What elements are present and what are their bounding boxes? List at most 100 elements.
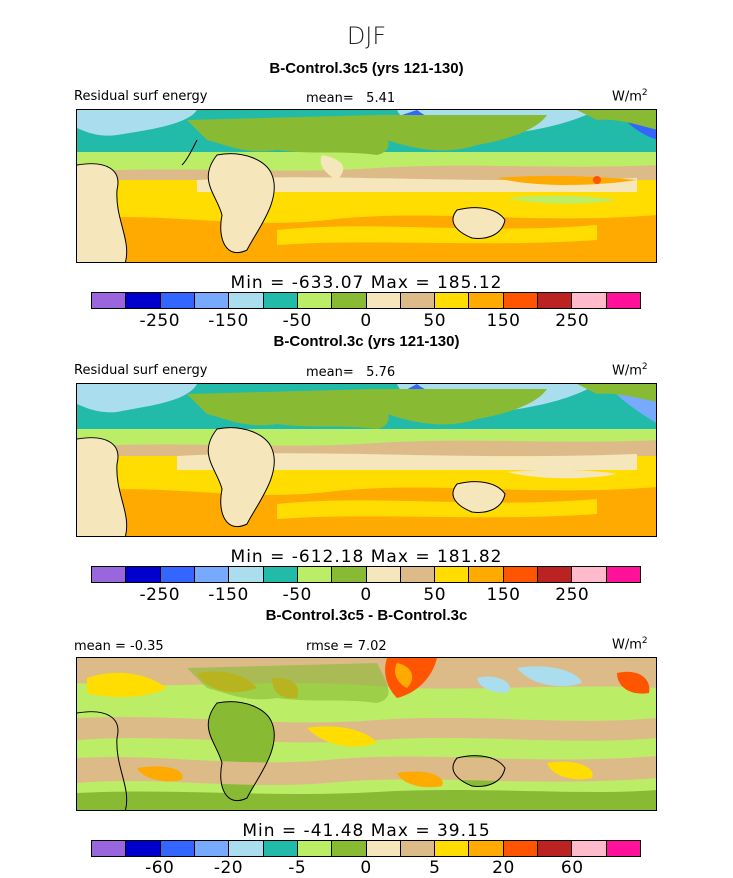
panel3-map <box>76 657 657 811</box>
colorbar-swatch <box>332 293 367 308</box>
colorbar-swatch <box>332 567 367 582</box>
panel3-minmax: Min = -41.48 Max = 39.15 <box>242 821 491 841</box>
colorbar-swatch <box>366 841 401 856</box>
panel1-colorbar <box>91 292 641 309</box>
colorbar-tick-label: -50 <box>282 585 312 605</box>
colorbar-tick-label: 0 <box>360 858 372 878</box>
colorbar-swatch <box>503 841 539 856</box>
colorbar-swatch <box>194 567 230 582</box>
colorbar-swatch <box>229 841 264 856</box>
colorbar-tick-label: 60 <box>560 858 584 878</box>
colorbar-swatch <box>263 567 298 582</box>
colorbar-tick-label: 250 <box>555 585 590 605</box>
colorbar-swatch <box>469 567 504 582</box>
panel3-units-sup: 2 <box>641 636 648 646</box>
colorbar-swatch <box>297 567 333 582</box>
colorbar-swatch <box>606 567 640 582</box>
panel3-units-text: W/m <box>612 637 642 653</box>
colorbar-tick-label: -250 <box>139 311 181 331</box>
colorbar-tick-label: 150 <box>486 585 521 605</box>
panel2-units: W/m2 <box>612 362 648 378</box>
panel2-mean-text: mean= <box>306 365 354 380</box>
colorbar-swatch <box>538 841 573 856</box>
panel3-colorbar-labels: -60 -20 -5 0 5 20 60 <box>91 858 641 878</box>
colorbar-swatch <box>126 841 161 856</box>
colorbar-tick-label: -250 <box>139 585 181 605</box>
colorbar-swatch <box>126 567 161 582</box>
panel3-colorbar <box>91 840 641 857</box>
colorbar-swatch <box>229 293 264 308</box>
colorbar-swatch <box>503 567 539 582</box>
panel2-map <box>76 383 657 537</box>
colorbar-tick-label: 150 <box>486 311 521 331</box>
colorbar-tick-label: 250 <box>555 311 590 331</box>
panel2-colorbar <box>91 566 641 583</box>
panel1-units-text: W/m <box>612 89 642 105</box>
panel2-mean-label: mean= 5.76 <box>306 365 395 380</box>
colorbar-swatch <box>366 567 401 582</box>
colorbar-tick-label: -150 <box>208 585 249 605</box>
colorbar-tick-label: 0 <box>360 311 372 331</box>
panel3-title: B-Control.3c5 - B-Control.3c <box>265 607 468 624</box>
panel1-field-label: Residual surf energy <box>74 89 208 104</box>
colorbar-tick-label: 50 <box>423 585 447 605</box>
colorbar-tick-label: -60 <box>145 858 175 878</box>
panel3-map-graphic <box>77 658 656 810</box>
colorbar-swatch <box>538 293 573 308</box>
colorbar-swatch <box>160 293 195 308</box>
colorbar-swatch <box>332 841 367 856</box>
colorbar-tick-label: -20 <box>213 858 244 878</box>
colorbar-swatch <box>263 841 298 856</box>
colorbar-swatch <box>92 293 127 308</box>
panel1-colorbar-labels: -250 -150 -50 0 50 150 250 <box>91 311 641 331</box>
panel3-mean-label: mean = -0.35 <box>74 639 164 654</box>
panel1-minmax: Min = -633.07 Max = 185.12 <box>230 273 503 293</box>
colorbar-swatch <box>297 293 333 308</box>
colorbar-tick-label: -5 <box>288 858 307 878</box>
colorbar-swatch <box>538 567 573 582</box>
colorbar-swatch <box>572 841 607 856</box>
colorbar-swatch <box>435 567 470 582</box>
colorbar-swatch <box>435 293 470 308</box>
panel1-map <box>76 109 657 263</box>
panel2-colorbar-labels: -250 -150 -50 0 50 150 250 <box>91 585 641 605</box>
panel1-units: W/m2 <box>612 88 648 104</box>
colorbar-tick-label: -50 <box>282 311 312 331</box>
colorbar-swatch <box>263 293 298 308</box>
colorbar-swatch <box>572 567 607 582</box>
panel2-minmax: Min = -612.18 Max = 181.82 <box>230 547 503 567</box>
colorbar-swatch <box>194 293 230 308</box>
colorbar-swatch <box>469 293 504 308</box>
panel1-title: B-Control.3c5 (yrs 121-130) <box>269 60 464 77</box>
colorbar-swatch <box>366 293 401 308</box>
panel2-mean-value: 5.76 <box>366 365 396 380</box>
colorbar-swatch <box>606 841 640 856</box>
panel1-map-graphic <box>77 110 656 262</box>
colorbar-swatch <box>469 841 504 856</box>
colorbar-swatch <box>400 567 436 582</box>
colorbar-swatch <box>297 841 333 856</box>
colorbar-swatch <box>92 841 127 856</box>
colorbar-swatch <box>229 567 264 582</box>
colorbar-swatch <box>572 293 607 308</box>
panel2-units-sup: 2 <box>641 362 648 372</box>
panel2-field-label: Residual surf energy <box>74 363 208 378</box>
colorbar-swatch <box>160 841 195 856</box>
colorbar-tick-label: 5 <box>429 858 441 878</box>
panel2-units-text: W/m <box>612 363 642 379</box>
colorbar-swatch <box>400 293 436 308</box>
colorbar-swatch <box>92 567 127 582</box>
colorbar-swatch <box>400 841 436 856</box>
colorbar-swatch <box>126 293 161 308</box>
colorbar-swatch <box>160 567 195 582</box>
panel3-units: W/m2 <box>612 636 648 652</box>
panel1-mean-value: 5.41 <box>366 91 396 106</box>
colorbar-tick-label: 50 <box>423 311 447 331</box>
colorbar-swatch <box>606 293 640 308</box>
colorbar-tick-label: 0 <box>360 585 372 605</box>
panel1-units-sup: 2 <box>641 88 648 98</box>
colorbar-swatch <box>435 841 470 856</box>
colorbar-swatch <box>194 841 230 856</box>
colorbar-swatch <box>503 293 539 308</box>
panel2-title: B-Control.3c (yrs 121-130) <box>273 333 460 350</box>
